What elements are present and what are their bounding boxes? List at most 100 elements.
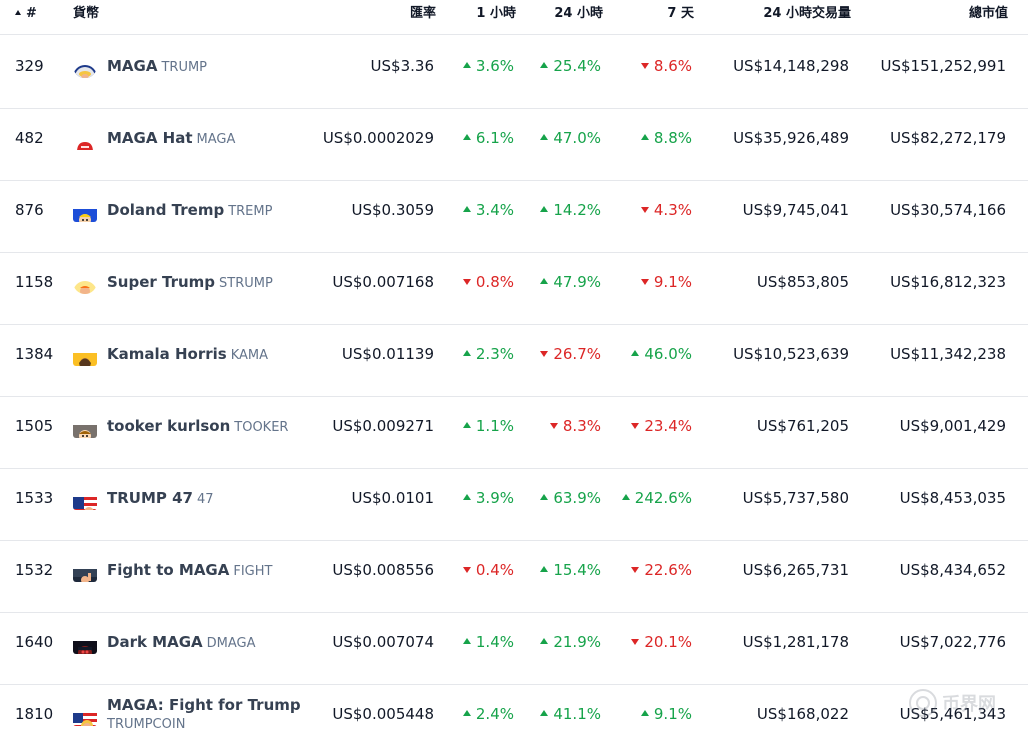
watermark-logo-icon: 币界网 <box>909 689 996 717</box>
tooker-cartoon-icon <box>73 414 97 438</box>
change-1h-cell: 1.4% <box>462 612 514 684</box>
coin-header[interactable]: 貨幣 <box>73 6 100 21</box>
coin-symbol: KAMA <box>230 348 269 363</box>
sort-up-icon <box>15 10 21 15</box>
price-cell: US$0.007168 <box>332 273 434 291</box>
table-row[interactable]: 1505 tooker kurlson TOOKER US$0.009271 1.1% 8… <box>0 396 1028 469</box>
table-row[interactable]: 876 Doland Tremp TREMP US$0.3059 3.4% 14.2% 4.… <box>0 180 1028 253</box>
coin-name-link[interactable]: MAGA: Fight for Trump TRUMPCOIN <box>107 695 301 732</box>
coin-name: TRUMP 47 <box>107 489 193 507</box>
triangle-up-icon <box>462 710 471 716</box>
change-24h-cell: 47.9% <box>540 252 601 324</box>
sort-rank-header[interactable]: # <box>15 0 37 34</box>
change-1h-cell: 3.9% <box>462 468 514 540</box>
price-cell: US$0.007074 <box>332 633 434 651</box>
change-24h-cell: 47.0% <box>540 108 601 180</box>
coin-symbol: 47 <box>196 492 214 507</box>
triangle-up-icon <box>462 638 471 644</box>
rank-cell: 1810 <box>15 705 54 723</box>
triangle-up-icon <box>462 494 471 500</box>
coin-symbol: TRUMP <box>161 60 208 75</box>
volume-header[interactable]: 24 小時交易量 <box>763 6 851 21</box>
volume-cell: US$761,205 <box>756 417 849 435</box>
price-cell: US$0.0002029 <box>322 129 434 147</box>
change-24h-cell: 8.3% <box>549 396 601 468</box>
price-cell: US$0.008556 <box>332 561 434 579</box>
rank-cell: 1505 <box>15 417 54 435</box>
table-row[interactable]: 1810 MAGA: Fight for Trump TRUMPCOIN US$0.0… <box>0 684 1028 732</box>
change-7d-cell: 20.1% <box>631 612 692 684</box>
change-7d-cell: 46.0% <box>631 324 692 396</box>
price-cell: US$0.3059 <box>351 201 434 219</box>
coin-name: MAGA Hat <box>107 129 193 147</box>
h1-header[interactable]: 1 小時 <box>476 6 516 21</box>
triangle-down-icon <box>640 207 649 213</box>
table-row[interactable]: 1532 Fight to MAGA FIGHT US$0.008556 0.4% 15.… <box>0 540 1028 613</box>
triangle-down-icon <box>640 279 649 285</box>
market-cap-cell: US$5,461,343 <box>899 705 1006 723</box>
change-24h-cell: 63.9% <box>540 468 601 540</box>
volume-cell: US$14,148,298 <box>733 57 849 75</box>
triangle-up-icon <box>540 494 549 500</box>
coin-symbol: TRUMPCOIN <box>107 717 186 732</box>
rank-cell: 329 <box>15 57 44 75</box>
market-cap-cell: US$8,434,652 <box>899 561 1006 579</box>
table-row[interactable]: 1158 Super Trump STRUMP US$0.007168 0.8% 47.9… <box>0 252 1028 325</box>
volume-cell: US$1,281,178 <box>742 633 849 651</box>
triangle-up-icon <box>540 566 549 572</box>
table-row[interactable]: 1384 Kamala Horris KAMA US$0.01139 2.3% 26.7%… <box>0 324 1028 397</box>
change-7d-cell: 8.8% <box>640 108 692 180</box>
price-cell: US$0.005448 <box>332 705 434 723</box>
trump-portrait-icon <box>73 54 97 78</box>
market-cap-header[interactable]: 總市值 <box>968 6 1008 21</box>
triangle-up-icon <box>540 638 549 644</box>
triangle-down-icon <box>631 639 640 645</box>
rank-cell: 1384 <box>15 345 54 363</box>
coin-name-link[interactable]: TRUMP 47 47 <box>107 468 214 530</box>
coin-name: Fight to MAGA <box>107 561 230 579</box>
table-row[interactable]: 329 MAGA TRUMP US$3.36 3.6% 25.4% 8.6% US$14,14… <box>0 36 1028 109</box>
coin-name-link[interactable]: Kamala Horris KAMA <box>107 324 268 386</box>
coin-symbol: MAGA <box>196 132 236 147</box>
change-7d-cell: 9.1% <box>640 252 692 324</box>
table-row[interactable]: 1640 Dark MAGA DMAGA US$0.007074 1.4% 21.9% 20… <box>0 612 1028 685</box>
volume-cell: US$9,745,041 <box>742 201 849 219</box>
triangle-down-icon <box>631 423 640 429</box>
triangle-down-icon <box>462 567 471 573</box>
volume-cell: US$10,523,639 <box>733 345 849 363</box>
change-1h-cell: 1.1% <box>462 396 514 468</box>
coin-name-link[interactable]: MAGA Hat MAGA <box>107 108 235 170</box>
d7-header[interactable]: 7 天 <box>667 6 694 21</box>
h24-header[interactable]: 24 小時 <box>554 6 603 21</box>
price-cell: US$0.0101 <box>351 489 434 507</box>
coin-name-link[interactable]: Doland Tremp TREMP <box>107 180 272 242</box>
change-1h-cell: 3.6% <box>462 36 514 108</box>
rank-cell: 876 <box>15 201 44 219</box>
coin-name-link[interactable]: Fight to MAGA FIGHT <box>107 540 272 602</box>
market-cap-cell: US$7,022,776 <box>899 633 1006 651</box>
change-1h-cell: 2.4% <box>462 684 514 732</box>
table-row[interactable]: 1533 TRUMP 47 47 US$0.0101 3.9% 63.9% 242.6% US… <box>0 468 1028 541</box>
kamala-cartoon-icon <box>73 342 97 366</box>
triangle-down-icon <box>640 63 649 69</box>
triangle-up-icon <box>640 710 649 716</box>
change-1h-cell: 6.1% <box>462 108 514 180</box>
coin-symbol: TREMP <box>228 204 273 219</box>
coin-name: Super Trump <box>107 273 216 291</box>
coin-name-link[interactable]: Super Trump STRUMP <box>107 252 273 314</box>
change-7d-cell: 242.6% <box>621 468 692 540</box>
rank-cell: 1640 <box>15 633 54 651</box>
triangle-up-icon <box>621 494 630 500</box>
volume-cell: US$35,926,489 <box>733 129 849 147</box>
coin-name-link[interactable]: Dark MAGA DMAGA <box>107 612 255 674</box>
market-cap-cell: US$8,453,035 <box>899 489 1006 507</box>
coin-name-link[interactable]: MAGA TRUMP <box>107 36 207 98</box>
triangle-up-icon <box>540 206 549 212</box>
table-row[interactable]: 482 MAGA Hat MAGA US$0.0002029 6.1% 47.0% 8.8%… <box>0 108 1028 181</box>
coin-name-link[interactable]: tooker kurlson TOOKER <box>107 396 288 458</box>
price-header[interactable]: 匯率 <box>409 6 436 21</box>
change-7d-cell: 22.6% <box>631 540 692 612</box>
dark-maga-icon <box>73 630 97 654</box>
change-24h-cell: 41.1% <box>540 684 601 732</box>
